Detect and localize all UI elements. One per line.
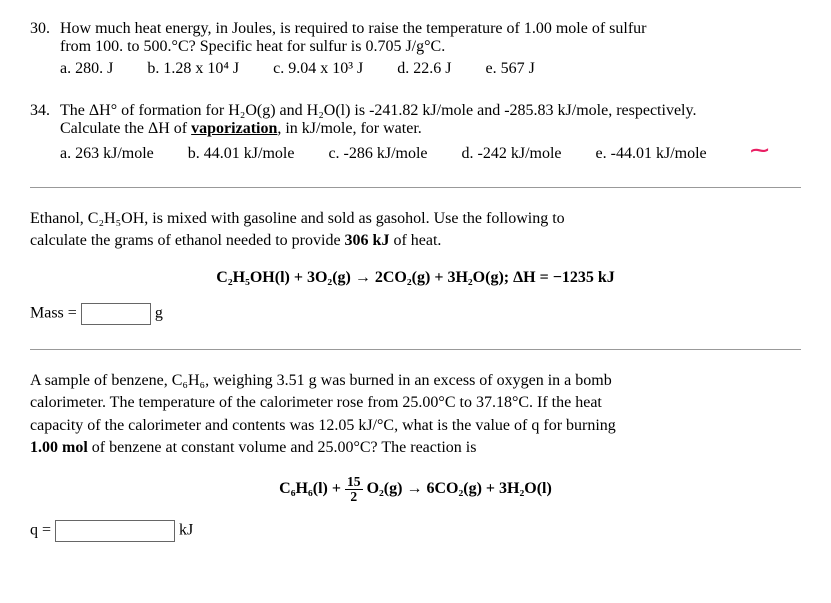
ethanol-problem: Ethanol, C₂H₅OH, is mixed with gasoline … <box>30 208 801 325</box>
question-34: 34. The ΔH° of formation for H₂O(g) and … <box>30 102 801 163</box>
ethanol-text: Ethanol, C₂H₅OH, is mixed with gasoline … <box>30 208 801 253</box>
benzene-eq-left: C₆H₆(l) + <box>279 480 345 497</box>
q34-text-line2: Calculate the ΔH of vaporization, in kJ/… <box>60 120 801 138</box>
benzene-t2: calorimeter. The temperature of the calo… <box>30 394 602 411</box>
q30-option-b: b. 1.28 x 10⁴ J <box>147 60 239 78</box>
ethanol-mass-label: Mass = <box>30 304 77 321</box>
ethanol-equation: C₂H₅OH(l) + 3O₂(g) → 2CO₂(g) + 3H₂O(g); … <box>30 269 801 287</box>
q34-body: The ΔH° of formation for H₂O(g) and H₂O(… <box>60 102 801 163</box>
q30-option-c: c. 9.04 x 10³ J <box>273 60 363 78</box>
ethanol-t2b: of heat. <box>389 232 441 249</box>
q30-text-line1: How much heat energy, in Joules, is requ… <box>60 20 801 38</box>
q34-vaporization: vaporization <box>191 120 277 137</box>
benzene-frac-num: 15 <box>345 475 363 490</box>
benzene-problem: A sample of benzene, C₆H₆, weighing 3.51… <box>30 370 801 542</box>
q34-option-e: e. -44.01 kJ/mole <box>596 145 707 163</box>
benzene-q-label: q = <box>30 521 51 538</box>
q34-annotation-mark: ⁓ <box>751 140 769 161</box>
q30-options: a. 280. J b. 1.28 x 10⁴ J c. 9.04 x 10³ … <box>60 60 801 78</box>
q30-number: 30. <box>30 20 50 38</box>
benzene-fraction: 152 <box>345 475 363 503</box>
benzene-frac-den: 2 <box>345 490 363 504</box>
ethanol-mass-input[interactable] <box>81 303 151 325</box>
q30-option-a: a. 280. J <box>60 60 113 78</box>
ethanol-heat: 306 kJ <box>345 232 390 249</box>
benzene-unit: kJ <box>179 521 193 538</box>
ethanol-t1a: Ethanol, <box>30 210 88 227</box>
q34-option-a: a. 263 kJ/mole <box>60 145 154 163</box>
question-30: 30. How much heat energy, in Joules, is … <box>30 20 801 78</box>
benzene-t1a: A sample of benzene, <box>30 372 172 389</box>
ethanol-t1b: , is mixed with gasoline and sold as gas… <box>144 210 564 227</box>
q34-options: a. 263 kJ/mole b. 44.01 kJ/mole c. -286 … <box>60 142 801 163</box>
q30-text-line2: from 100. to 500.°C? Specific heat for s… <box>60 38 801 56</box>
benzene-equation: C₆H₆(l) + 152 O₂(g) → 6CO₂(g) + 3H₂O(l) <box>30 475 801 503</box>
ethanol-formula: C₂H₅OH <box>88 210 145 227</box>
benzene-input-row: q = kJ <box>30 520 801 542</box>
q34-text2c: , in kJ/mole, for water. <box>277 120 421 137</box>
q34-option-d: d. -242 kJ/mole <box>462 145 562 163</box>
q34-option-b: b. 44.01 kJ/mole <box>188 145 295 163</box>
separator-2 <box>30 349 801 350</box>
benzene-text: A sample of benzene, C₆H₆, weighing 3.51… <box>30 370 801 460</box>
benzene-t1b: , weighing 3.51 g was burned in an exces… <box>205 372 612 389</box>
q34-option-c: c. -286 kJ/mole <box>328 145 427 163</box>
benzene-t3: capacity of the calorimeter and contents… <box>30 417 616 434</box>
ethanol-input-row: Mass = g <box>30 303 801 325</box>
benzene-formula: C₆H₆ <box>172 372 205 389</box>
benzene-t4a: 1.00 mol <box>30 439 88 456</box>
q30-option-d: d. 22.6 J <box>397 60 451 78</box>
benzene-t4b: of benzene at constant volume and 25.00°… <box>88 439 477 456</box>
q30-option-e: e. 567 J <box>486 60 535 78</box>
ethanol-t2a: calculate the grams of ethanol needed to… <box>30 232 345 249</box>
benzene-q-input[interactable] <box>55 520 175 542</box>
benzene-eq-right: O₂(g) → 6CO₂(g) + 3H₂O(l) <box>363 480 552 497</box>
q34-number: 34. <box>30 102 50 120</box>
q34-text2a: Calculate the ΔH of <box>60 120 191 137</box>
q34-text-line1: The ΔH° of formation for H₂O(g) and H₂O(… <box>60 102 801 120</box>
ethanol-unit: g <box>155 304 163 321</box>
separator-1 <box>30 187 801 188</box>
q30-body: How much heat energy, in Joules, is requ… <box>60 20 801 78</box>
